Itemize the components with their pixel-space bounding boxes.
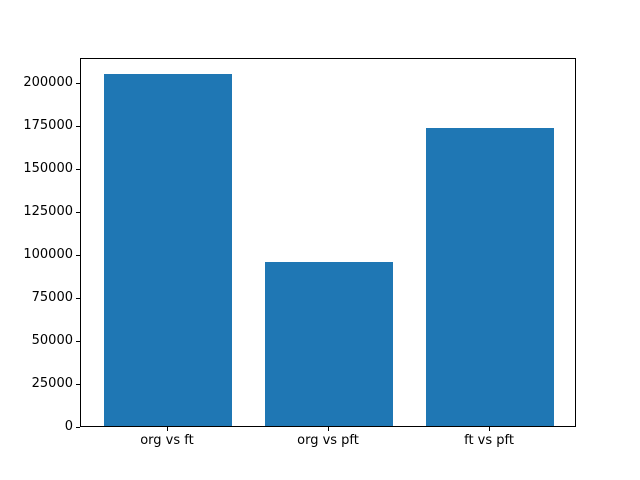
- x-tick-mark: [328, 427, 329, 431]
- bar-org-vs-pft: [264, 261, 394, 426]
- y-tick-label: 0: [64, 419, 73, 434]
- y-tick-mark: [76, 212, 80, 214]
- y-tick-mark: [76, 341, 80, 343]
- y-tick-label: 200000: [23, 75, 73, 91]
- y-tick-label: 100000: [23, 247, 73, 263]
- y-tick-mark: [76, 427, 80, 428]
- plot-area: [80, 57, 576, 427]
- y-tick-label: 175000: [23, 118, 73, 134]
- y-tick-label: 50000: [31, 333, 73, 349]
- x-tick-label: org vs pft: [297, 433, 359, 448]
- x-tick-mark: [489, 427, 491, 431]
- y-tick-label: 75000: [31, 290, 73, 306]
- x-tick-label: ft vs pft: [464, 433, 514, 448]
- x-tick-label: org vs ft: [140, 433, 194, 448]
- y-tick-mark: [76, 169, 80, 171]
- y-tick-label: 125000: [23, 204, 73, 220]
- y-tick-mark: [76, 83, 80, 85]
- x-tick-mark: [166, 427, 168, 431]
- y-tick-mark: [76, 126, 80, 128]
- y-tick-label: 25000: [31, 376, 73, 392]
- y-tick-mark: [76, 298, 80, 300]
- y-tick-mark: [76, 384, 80, 386]
- y-tick-mark: [76, 255, 80, 257]
- y-tick-label: 150000: [23, 161, 73, 177]
- bar-ft-vs-pft: [425, 128, 555, 426]
- bar-org-vs-ft: [103, 74, 233, 426]
